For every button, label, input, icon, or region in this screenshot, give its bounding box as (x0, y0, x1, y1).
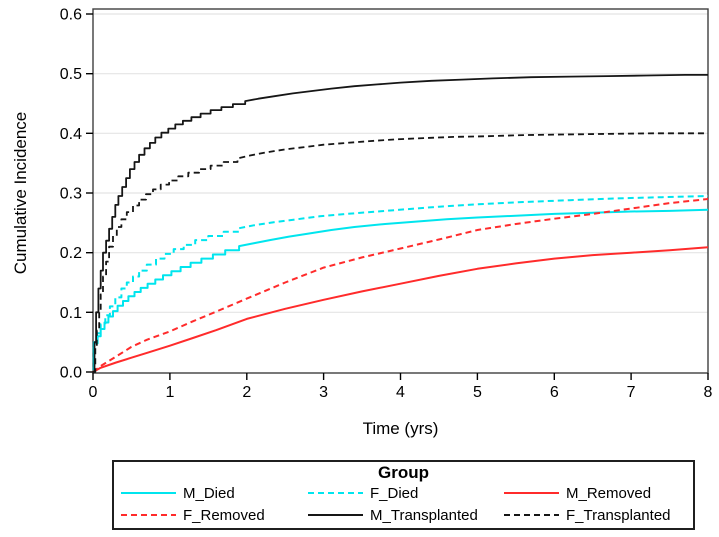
x-tick-label: 2 (242, 384, 251, 401)
legend-line-sample (121, 514, 176, 516)
x-axis-title: Time (yrs) (362, 419, 439, 438)
x-tick-label: 6 (550, 384, 559, 401)
y-tick-label: 0.2 (60, 245, 82, 262)
x-tick-label: 4 (396, 384, 405, 401)
series-curve-M_Transplanted (93, 74, 708, 373)
y-axis-title: Cumulative Incidence (11, 111, 30, 275)
plot-area: 0 1 2 3 4 5 6 7 8 0.0 0.1 0.2 0.3 0.4 0.5 0.6 (60, 7, 713, 402)
y-tick-label: 0.3 (60, 186, 82, 203)
legend-entry-F_Transplanted: F_Transplanted (497, 504, 693, 526)
legend-line-sample (121, 492, 176, 494)
x-tick-label: 7 (627, 384, 636, 401)
legend-box: Group M_Died F_Died M_Removed F_Removed M_Tr… (112, 460, 695, 530)
legend-label: M_Removed (566, 484, 652, 502)
legend-line-sample (504, 492, 559, 494)
series-curve-F_Died (92, 195, 709, 373)
legend-label: F_Transplanted (566, 506, 671, 524)
y-tick-label: 0.4 (60, 126, 82, 143)
y-tick-label: 0.6 (60, 7, 82, 24)
series-curve-F_Removed (92, 198, 709, 373)
legend-line-sample (504, 514, 559, 516)
y-tick-label: 0.5 (60, 66, 82, 83)
legend-label: M_Died (183, 484, 235, 502)
legend-label: M_Transplanted (370, 506, 478, 524)
legend-label: F_Died (370, 484, 419, 502)
plot-frame (92, 8, 709, 374)
legend-entry-M_Removed: M_Removed (497, 482, 693, 504)
legend-entry-F_Died: F_Died (301, 482, 497, 504)
legend-line-sample (308, 514, 363, 516)
x-tick-label: 8 (704, 384, 713, 401)
series-curve-M_Died (92, 208, 709, 373)
series-curve-F_Transplanted (93, 132, 708, 373)
x-tick-label: 0 (89, 384, 98, 401)
series-curve-M_Removed (92, 246, 709, 373)
y-tick-label: 0.1 (60, 305, 82, 322)
legend-title: Group (378, 463, 429, 482)
legend-entry-M_Died: M_Died (114, 482, 301, 504)
legend-line-sample (308, 492, 363, 494)
legend-label: F_Removed (183, 506, 265, 524)
legend-entries: M_Died F_Died M_Removed F_Removed M_Transpla… (114, 482, 693, 526)
legend-entry-F_Removed: F_Removed (114, 504, 301, 526)
x-tick-label: 3 (319, 384, 328, 401)
y-tick-label: 0.0 (60, 365, 82, 382)
legend-entry-M_Transplanted: M_Transplanted (301, 504, 497, 526)
x-tick-label: 5 (473, 384, 482, 401)
x-tick-label: 1 (165, 384, 174, 401)
